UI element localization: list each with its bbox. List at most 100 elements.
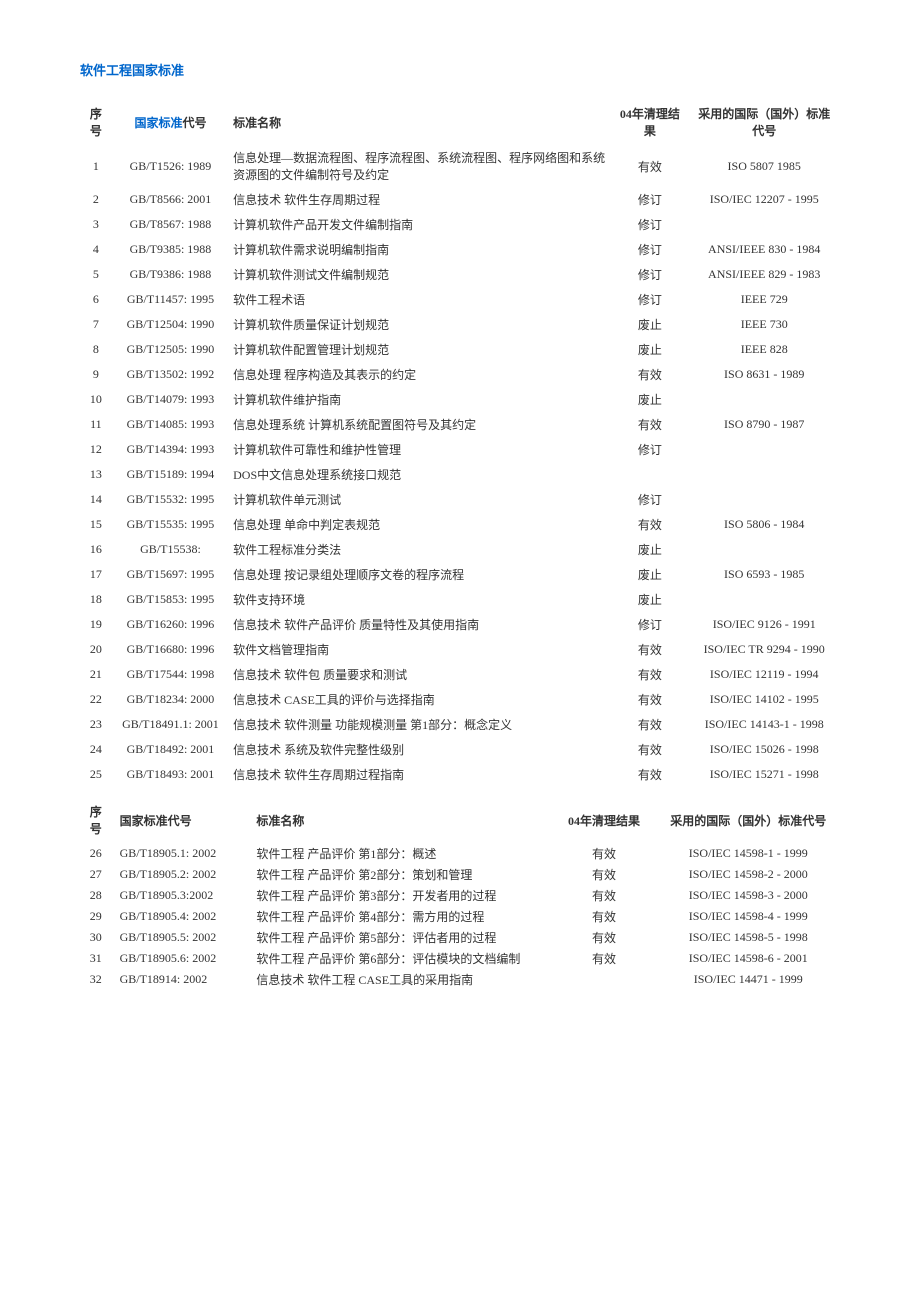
table-row: 31GB/T18905.6: 2002软件工程 产品评价 第6部分：评估模块的文… bbox=[80, 948, 840, 969]
cell-result: 有效 bbox=[611, 637, 688, 662]
cell-intl: ISO/IEC 14598-1 - 1999 bbox=[657, 843, 840, 864]
cell-code: GB/T15697: 1995 bbox=[112, 562, 229, 587]
cell-code: GB/T18491.1: 2001 bbox=[112, 712, 229, 737]
cell-intl: ISO/IEC 12119 - 1994 bbox=[688, 662, 840, 687]
cell-intl: ISO/IEC 14598-6 - 2001 bbox=[657, 948, 840, 969]
table-row: 25GB/T18493: 2001信息技术 软件生存周期过程指南有效ISO/IE… bbox=[80, 762, 840, 787]
cell-intl: ISO/IEC 12207 - 1995 bbox=[688, 187, 840, 212]
cell-intl: ANSI/IEEE 830 - 1984 bbox=[688, 237, 840, 262]
cell-seq: 12 bbox=[80, 437, 112, 462]
table-row: 7GB/T12504: 1990计算机软件质量保证计划规范废止IEEE 730 bbox=[80, 312, 840, 337]
table-row: 21GB/T17544: 1998信息技术 软件包 质量要求和测试有效ISO/I… bbox=[80, 662, 840, 687]
cell-code: GB/T14079: 1993 bbox=[112, 387, 229, 412]
cell-seq: 8 bbox=[80, 337, 112, 362]
table-header-row: 序号 国家标准代号 标准名称 04年清理结果 采用的国际（国外）标准代号 bbox=[80, 99, 840, 145]
standards-table-2: 序号 国家标准代号 标准名称 04年清理结果 采用的国际（国外）标准代号 26G… bbox=[80, 797, 840, 990]
cell-seq: 1 bbox=[80, 145, 112, 187]
cell-code: GB/T18234: 2000 bbox=[112, 687, 229, 712]
cell-code: GB/T18905.4: 2002 bbox=[112, 906, 253, 927]
cell-code: GB/T13502: 1992 bbox=[112, 362, 229, 387]
cell-name: 软件工程 产品评价 第2部分：策划和管理 bbox=[252, 864, 551, 885]
cell-intl: ISO/IEC TR 9294 - 1990 bbox=[688, 637, 840, 662]
cell-result: 有效 bbox=[611, 145, 688, 187]
cell-intl: ISO/IEC 14471 - 1999 bbox=[657, 969, 840, 990]
table-row: 12GB/T14394: 1993计算机软件可靠性和维护性管理修订 bbox=[80, 437, 840, 462]
cell-result: 有效 bbox=[611, 737, 688, 762]
cell-code: GB/T14394: 1993 bbox=[112, 437, 229, 462]
cell-code: GB/T8566: 2001 bbox=[112, 187, 229, 212]
cell-result bbox=[611, 462, 688, 487]
cell-name: 计算机软件测试文件编制规范 bbox=[229, 262, 611, 287]
table-row: 2GB/T8566: 2001信息技术 软件生存周期过程修订ISO/IEC 12… bbox=[80, 187, 840, 212]
cell-code: GB/T18492: 2001 bbox=[112, 737, 229, 762]
cell-result: 废止 bbox=[611, 387, 688, 412]
cell-seq: 20 bbox=[80, 637, 112, 662]
cell-result: 废止 bbox=[611, 587, 688, 612]
cell-name: 计算机软件质量保证计划规范 bbox=[229, 312, 611, 337]
header-name: 标准名称 bbox=[229, 99, 611, 145]
cell-intl: IEEE 730 bbox=[688, 312, 840, 337]
cell-result: 修订 bbox=[611, 187, 688, 212]
cell-intl: ISO/IEC 9126 - 1991 bbox=[688, 612, 840, 637]
cell-seq: 18 bbox=[80, 587, 112, 612]
cell-intl: ISO/IEC 14102 - 1995 bbox=[688, 687, 840, 712]
cell-result bbox=[551, 969, 656, 990]
cell-intl bbox=[688, 437, 840, 462]
cell-name: 信息技术 软件产品评价 质量特性及其使用指南 bbox=[229, 612, 611, 637]
cell-code: GB/T18905.2: 2002 bbox=[112, 864, 253, 885]
cell-seq: 16 bbox=[80, 537, 112, 562]
cell-code: GB/T14085: 1993 bbox=[112, 412, 229, 437]
cell-result: 有效 bbox=[611, 662, 688, 687]
cell-seq: 32 bbox=[80, 969, 112, 990]
header-intl: 采用的国际（国外）标准代号 bbox=[657, 797, 840, 843]
cell-result: 有效 bbox=[611, 412, 688, 437]
cell-code: GB/T18905.1: 2002 bbox=[112, 843, 253, 864]
header-code-suffix: 代号 bbox=[182, 116, 206, 130]
cell-name: 信息技术 软件生存周期过程 bbox=[229, 187, 611, 212]
cell-intl: ANSI/IEEE 829 - 1983 bbox=[688, 262, 840, 287]
cell-code: GB/T15532: 1995 bbox=[112, 487, 229, 512]
cell-name: 软件工程 产品评价 第3部分：开发者用的过程 bbox=[252, 885, 551, 906]
cell-intl: IEEE 729 bbox=[688, 287, 840, 312]
cell-code: GB/T12505: 1990 bbox=[112, 337, 229, 362]
table-row: 1GB/T1526: 1989信息处理—数据流程图、程序流程图、系统流程图、程序… bbox=[80, 145, 840, 187]
cell-code: GB/T18493: 2001 bbox=[112, 762, 229, 787]
cell-result: 修订 bbox=[611, 437, 688, 462]
cell-seq: 6 bbox=[80, 287, 112, 312]
table-row: 20GB/T16680: 1996软件文档管理指南有效ISO/IEC TR 92… bbox=[80, 637, 840, 662]
table-row: 30GB/T18905.5: 2002软件工程 产品评价 第5部分：评估者用的过… bbox=[80, 927, 840, 948]
cell-name: 信息处理 单命中判定表规范 bbox=[229, 512, 611, 537]
table-row: 10GB/T14079: 1993计算机软件维护指南废止 bbox=[80, 387, 840, 412]
header-result: 04年清理结果 bbox=[611, 99, 688, 145]
cell-result: 有效 bbox=[551, 948, 656, 969]
cell-name: 软件文档管理指南 bbox=[229, 637, 611, 662]
header-code-link: 国家标准 bbox=[134, 116, 182, 130]
table-row: 14GB/T15532: 1995计算机软件单元测试修订 bbox=[80, 487, 840, 512]
cell-code: GB/T18905.3:2002 bbox=[112, 885, 253, 906]
header-name: 标准名称 bbox=[252, 797, 551, 843]
cell-name: 软件工程 产品评价 第4部分：需方用的过程 bbox=[252, 906, 551, 927]
cell-name: 信息技术 软件工程 CASE工具的采用指南 bbox=[252, 969, 551, 990]
cell-seq: 31 bbox=[80, 948, 112, 969]
cell-result: 修订 bbox=[611, 212, 688, 237]
cell-name: 信息技术 软件包 质量要求和测试 bbox=[229, 662, 611, 687]
cell-result: 有效 bbox=[551, 885, 656, 906]
table-row: 23GB/T18491.1: 2001信息技术 软件测量 功能规模测量 第1部分… bbox=[80, 712, 840, 737]
cell-code: GB/T12504: 1990 bbox=[112, 312, 229, 337]
cell-code: GB/T9385: 1988 bbox=[112, 237, 229, 262]
cell-seq: 14 bbox=[80, 487, 112, 512]
table-row: 27GB/T18905.2: 2002软件工程 产品评价 第2部分：策划和管理有… bbox=[80, 864, 840, 885]
header-code: 国家标准代号 bbox=[112, 99, 229, 145]
cell-name: 信息处理—数据流程图、程序流程图、系统流程图、程序网络图和系统资源图的文件编制符… bbox=[229, 145, 611, 187]
cell-code: GB/T15538: bbox=[112, 537, 229, 562]
cell-intl: ISO/IEC 14598-2 - 2000 bbox=[657, 864, 840, 885]
cell-seq: 7 bbox=[80, 312, 112, 337]
table-row: 8GB/T12505: 1990计算机软件配置管理计划规范废止IEEE 828 bbox=[80, 337, 840, 362]
cell-seq: 28 bbox=[80, 885, 112, 906]
cell-intl: ISO/IEC 15271 - 1998 bbox=[688, 762, 840, 787]
cell-seq: 25 bbox=[80, 762, 112, 787]
header-intl: 采用的国际（国外）标准代号 bbox=[688, 99, 840, 145]
table-row: 3GB/T8567: 1988计算机软件产品开发文件编制指南修订 bbox=[80, 212, 840, 237]
cell-result: 废止 bbox=[611, 537, 688, 562]
cell-seq: 3 bbox=[80, 212, 112, 237]
